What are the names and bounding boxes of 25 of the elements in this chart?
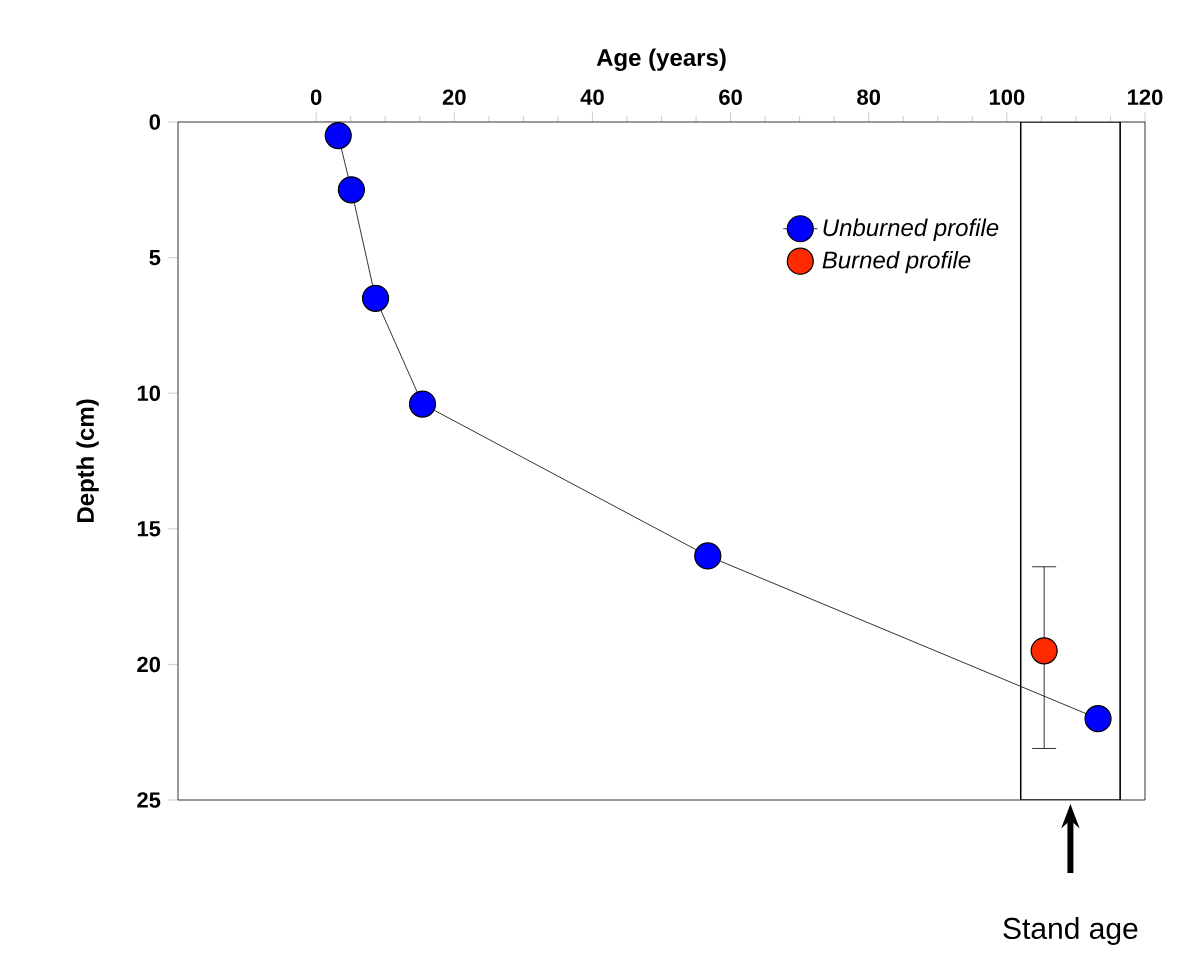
- point: [694, 542, 722, 570]
- y-tick-label: 5: [149, 249, 161, 266]
- y-tick-label: 0: [149, 114, 161, 130]
- legend-label: Burned profile: [822, 250, 971, 274]
- legend-label: Unburned profile: [823, 218, 999, 241]
- point: [337, 176, 365, 204]
- y-axis-title: Depth (cm): [76, 399, 99, 523]
- x-tick-label: 80: [857, 89, 881, 105]
- y-tick-label: 15: [137, 521, 161, 537]
- x-tick-label: 40: [580, 89, 604, 105]
- x-axis-title: Age (years): [596, 48, 726, 71]
- point: [324, 121, 352, 150]
- y-tick-label: 20: [137, 656, 161, 673]
- text: Stand age: [1003, 917, 1138, 946]
- x-tick-label: 60: [719, 89, 742, 105]
- y-tick-label: 10: [137, 385, 161, 401]
- y-tick-label: 25: [137, 792, 161, 808]
- x-tick-label: 0: [310, 89, 322, 105]
- point: [1030, 637, 1058, 665]
- point: [1084, 705, 1112, 733]
- x-tick-label: 120: [1128, 89, 1163, 105]
- point: [361, 284, 390, 312]
- point: [408, 390, 437, 418]
- x-tick-label: 20: [442, 89, 466, 105]
- x-tick-label: 100: [989, 89, 1025, 105]
